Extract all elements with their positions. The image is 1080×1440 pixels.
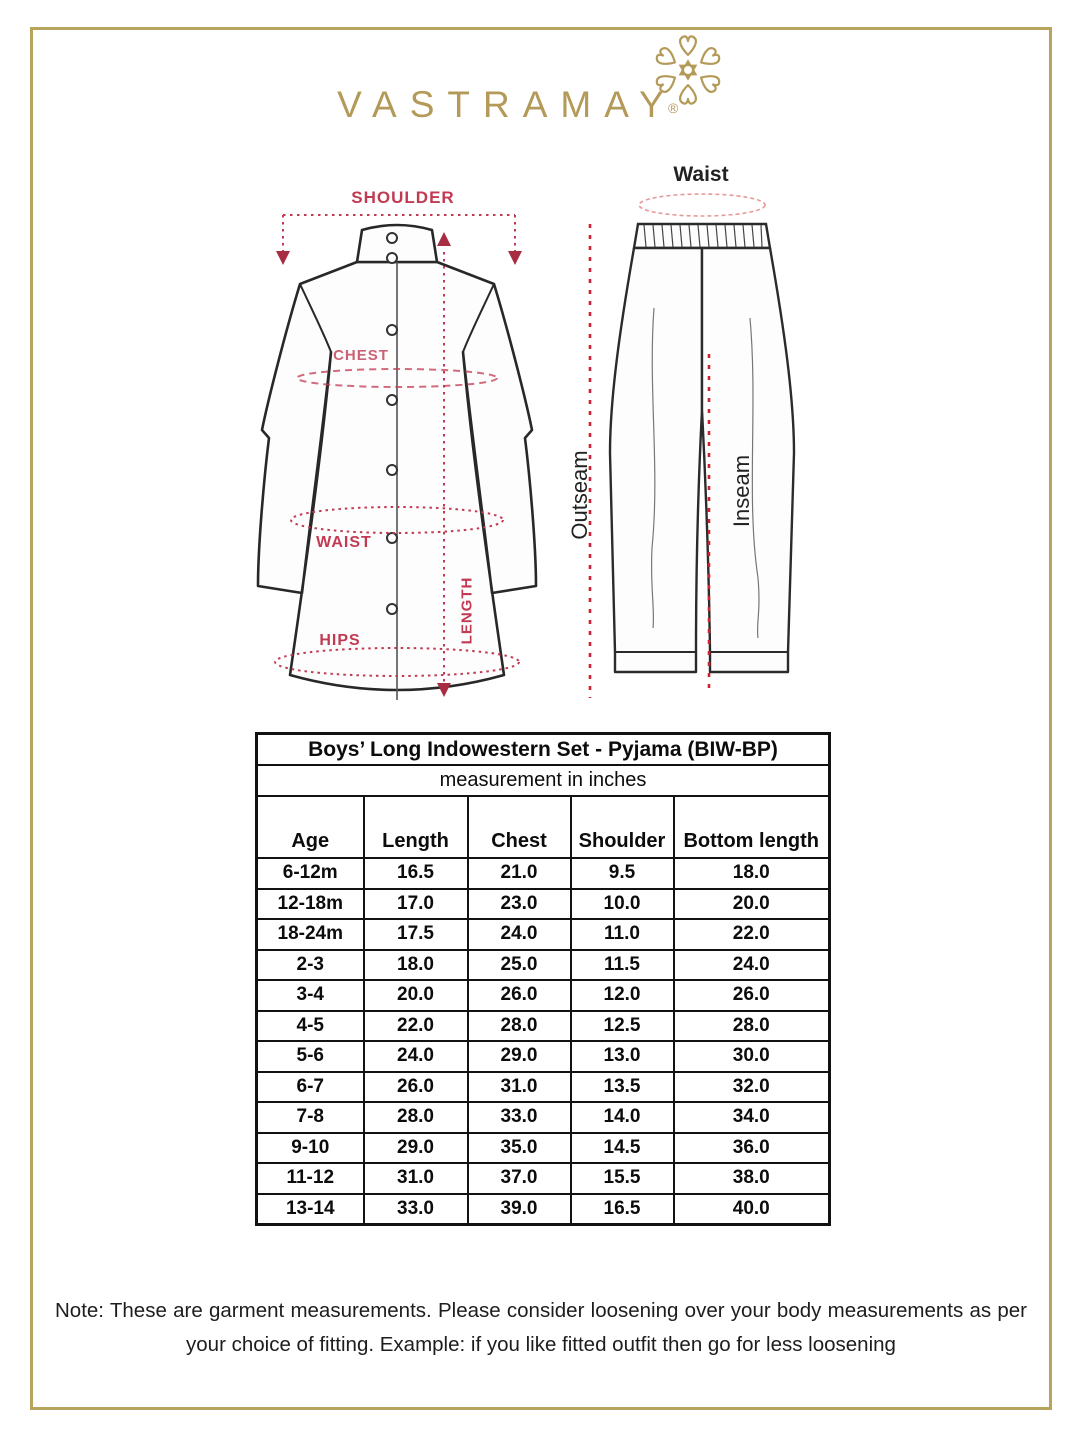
kurta-waist-label: WAIST bbox=[316, 534, 372, 551]
table-cell: 13.5 bbox=[569, 1070, 675, 1103]
table-cell: 28.0 bbox=[362, 1101, 469, 1134]
table-cell: 18.0 bbox=[362, 948, 469, 981]
size-chart-table: Boys’ Long Indowestern Set - Pyjama (BIW… bbox=[255, 732, 831, 1226]
table-row: 3-4 20.0 26.0 12.0 26.0 bbox=[255, 979, 831, 1012]
table-cell: 14.5 bbox=[569, 1131, 675, 1164]
kurta-hips-label: HIPS bbox=[319, 632, 361, 649]
table-row: 4-5 22.0 28.0 12.5 28.0 bbox=[255, 1009, 831, 1042]
table-row: 7-8 28.0 33.0 14.0 34.0 bbox=[255, 1101, 831, 1134]
table-row: 12-18m 17.0 23.0 10.0 20.0 bbox=[255, 887, 831, 920]
table-cell: 22.0 bbox=[362, 1009, 469, 1042]
table-cell: 36.0 bbox=[672, 1131, 831, 1164]
table-cell: 20.0 bbox=[672, 887, 831, 920]
table-cell: 6-12m bbox=[255, 857, 365, 890]
table-row: 9-10 29.0 35.0 14.5 36.0 bbox=[255, 1131, 831, 1164]
table-cell: 18-24m bbox=[255, 918, 365, 951]
table-cell: 26.0 bbox=[672, 979, 831, 1012]
kurta-length-label: LENGTH bbox=[458, 576, 476, 645]
table-cell: 13-14 bbox=[255, 1192, 365, 1226]
pyjama-waist-label: Waist bbox=[673, 163, 729, 186]
table-cell: 24.0 bbox=[672, 948, 831, 981]
table-cell: 26.0 bbox=[466, 979, 572, 1012]
table-cell: 25.0 bbox=[466, 948, 572, 981]
table-cell: 23.0 bbox=[466, 887, 572, 920]
column-header: Length bbox=[362, 795, 469, 859]
table-cell: 24.0 bbox=[466, 918, 572, 951]
table-row: 5-6 24.0 29.0 13.0 30.0 bbox=[255, 1040, 831, 1073]
table-subtitle-row: measurement in inches bbox=[255, 764, 831, 797]
pyjama-outseam-label: Outseam bbox=[567, 450, 592, 540]
size-table-body: 6-12m 16.5 21.0 9.5 18.0 12-18m 17.0 23.0 10.0 20… bbox=[255, 857, 831, 1226]
registered-trademark: ® bbox=[668, 100, 679, 116]
pyjama-inseam-label: Inseam bbox=[729, 454, 754, 528]
table-row: 2-3 18.0 25.0 11.5 24.0 bbox=[255, 948, 831, 981]
table-cell: 32.0 bbox=[672, 1070, 831, 1103]
table-title-row: Boys’ Long Indowestern Set - Pyjama (BIW… bbox=[255, 732, 831, 766]
kurta-shoulder-label: SHOULDER bbox=[351, 188, 455, 207]
table-cell: 16.5 bbox=[362, 857, 469, 890]
table-row: 6-7 26.0 31.0 13.5 32.0 bbox=[255, 1070, 831, 1103]
column-header: Age bbox=[255, 795, 365, 859]
table-cell: 12.0 bbox=[569, 979, 675, 1012]
table-cell: 39.0 bbox=[466, 1192, 572, 1226]
table-cell: 6-7 bbox=[255, 1070, 365, 1103]
table-cell: 28.0 bbox=[466, 1009, 572, 1042]
table-subtitle: measurement in inches bbox=[255, 764, 831, 797]
table-cell: 4-5 bbox=[255, 1009, 365, 1042]
table-row: 13-14 33.0 39.0 16.5 40.0 bbox=[255, 1192, 831, 1226]
table-cell: 9.5 bbox=[569, 857, 675, 890]
table-cell: 18.0 bbox=[672, 857, 831, 890]
table-cell: 9-10 bbox=[255, 1131, 365, 1164]
table-cell: 28.0 bbox=[672, 1009, 831, 1042]
column-header: Bottom length bbox=[672, 795, 831, 859]
pyjama-diagram bbox=[558, 158, 858, 706]
table-cell: 11.5 bbox=[569, 948, 675, 981]
table-cell: 15.5 bbox=[569, 1162, 675, 1195]
table-cell: 12.5 bbox=[569, 1009, 675, 1042]
table-cell: 11-12 bbox=[255, 1162, 365, 1195]
table-cell: 16.5 bbox=[569, 1192, 675, 1226]
brand-ornament-icon bbox=[646, 34, 730, 106]
measurement-note: Note: These are garment measurements. Pl… bbox=[55, 1299, 1027, 1356]
table-cell: 29.0 bbox=[362, 1131, 469, 1164]
table-cell: 12-18m bbox=[255, 887, 365, 920]
table-cell: 7-8 bbox=[255, 1101, 365, 1134]
column-header: Shoulder bbox=[569, 795, 675, 859]
table-cell: 2-3 bbox=[255, 948, 365, 981]
table-cell: 31.0 bbox=[466, 1070, 572, 1103]
table-cell: 3-4 bbox=[255, 979, 365, 1012]
kurta-chest-label: CHEST bbox=[333, 347, 389, 364]
table-cell: 40.0 bbox=[672, 1192, 831, 1226]
table-cell: 33.0 bbox=[466, 1101, 572, 1134]
table-cell: 21.0 bbox=[466, 857, 572, 890]
table-cell: 31.0 bbox=[362, 1162, 469, 1195]
table-cell: 14.0 bbox=[569, 1101, 675, 1134]
table-cell: 30.0 bbox=[672, 1040, 831, 1073]
table-cell: 10.0 bbox=[569, 887, 675, 920]
brand-logo-text: VASTRAMAY bbox=[337, 84, 677, 125]
table-cell: 29.0 bbox=[466, 1040, 572, 1073]
table-cell: 38.0 bbox=[672, 1162, 831, 1195]
table-cell: 34.0 bbox=[672, 1101, 831, 1134]
table-cell: 20.0 bbox=[362, 979, 469, 1012]
table-cell: 37.0 bbox=[466, 1162, 572, 1195]
table-title: Boys’ Long Indowestern Set - Pyjama (BIW… bbox=[255, 732, 831, 766]
table-cell: 26.0 bbox=[362, 1070, 469, 1103]
column-header: Chest bbox=[466, 795, 572, 859]
table-row: 18-24m 17.5 24.0 11.0 22.0 bbox=[255, 918, 831, 951]
table-cell: 17.0 bbox=[362, 887, 469, 920]
table-row: 11-12 31.0 37.0 15.5 38.0 bbox=[255, 1162, 831, 1195]
table-cell: 24.0 bbox=[362, 1040, 469, 1073]
kurta-diagram bbox=[228, 172, 560, 717]
table-cell: 5-6 bbox=[255, 1040, 365, 1073]
table-cell: 35.0 bbox=[466, 1131, 572, 1164]
table-cell: 13.0 bbox=[569, 1040, 675, 1073]
size-table-header-row: Age Length Chest Shoulder Bottom length bbox=[255, 795, 831, 859]
table-cell: 33.0 bbox=[362, 1192, 469, 1226]
table-cell: 17.5 bbox=[362, 918, 469, 951]
table-cell: 11.0 bbox=[569, 918, 675, 951]
table-row: 6-12m 16.5 21.0 9.5 18.0 bbox=[255, 857, 831, 890]
table-cell: 22.0 bbox=[672, 918, 831, 951]
